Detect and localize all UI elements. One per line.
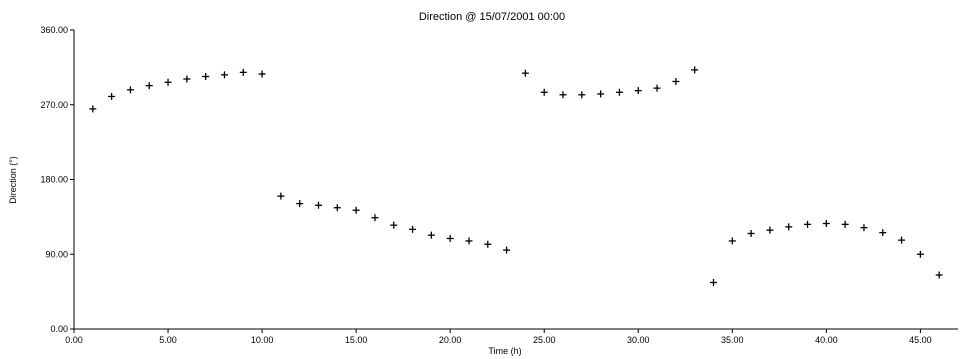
x-tick-label: 20.00 — [439, 335, 462, 345]
data-point — [860, 224, 867, 231]
x-axis-label: Time (h) — [488, 346, 521, 356]
data-point — [259, 71, 266, 78]
x-tick-label: 5.00 — [159, 335, 177, 345]
y-tick-label: 180.00 — [40, 175, 68, 185]
data-points — [89, 66, 942, 286]
y-ticks: 0.00 90.00 180.00 270.00 360.00 — [40, 25, 74, 334]
data-point — [842, 221, 849, 228]
y-tick-label: 360.00 — [40, 25, 68, 35]
data-point — [804, 221, 811, 228]
data-point — [315, 202, 322, 209]
x-tick-label: 0.00 — [65, 335, 83, 345]
data-point — [484, 241, 491, 248]
data-point — [371, 214, 378, 221]
data-point — [654, 85, 661, 92]
data-point — [879, 229, 886, 236]
data-point — [748, 230, 755, 237]
data-point — [522, 70, 529, 77]
data-point — [729, 237, 736, 244]
data-point — [277, 193, 284, 200]
data-point — [541, 89, 548, 96]
data-point — [146, 82, 153, 89]
data-point — [766, 227, 773, 234]
data-point — [447, 235, 454, 242]
data-point — [710, 279, 717, 286]
data-point — [165, 79, 172, 86]
data-point — [390, 222, 397, 229]
data-point — [240, 69, 247, 76]
x-tick-label: 30.00 — [627, 335, 650, 345]
data-point — [917, 251, 924, 258]
x-tick-label: 35.00 — [721, 335, 744, 345]
data-point — [221, 71, 228, 78]
x-tick-label: 25.00 — [533, 335, 556, 345]
data-point — [635, 87, 642, 94]
data-point — [936, 272, 943, 279]
data-point — [823, 220, 830, 227]
x-tick-label: 45.00 — [909, 335, 932, 345]
chart-title: Direction @ 15/07/2001 00:00 — [419, 11, 565, 23]
data-point — [108, 93, 115, 100]
x-tick-label: 10.00 — [251, 335, 274, 345]
data-point — [898, 237, 905, 244]
data-point — [353, 207, 360, 214]
x-tick-label: 40.00 — [815, 335, 838, 345]
y-axis-label: Direction (°) — [8, 156, 18, 204]
data-point — [597, 90, 604, 97]
data-point — [672, 78, 679, 85]
y-tick-label: 270.00 — [40, 100, 68, 110]
y-tick-label: 0.00 — [50, 324, 68, 334]
data-point — [578, 91, 585, 98]
data-point — [465, 237, 472, 244]
data-point — [428, 232, 435, 239]
x-tick-label: 15.00 — [345, 335, 368, 345]
data-point — [89, 105, 96, 112]
data-point — [503, 247, 510, 254]
y-tick-label: 90.00 — [45, 249, 68, 259]
data-point — [616, 89, 623, 96]
data-point — [334, 204, 341, 211]
data-point — [409, 226, 416, 233]
data-point — [202, 73, 209, 80]
data-point — [785, 223, 792, 230]
data-point — [691, 66, 698, 73]
data-point — [127, 86, 134, 93]
data-point — [183, 76, 190, 83]
x-ticks: 0.00 5.00 10.00 15.00 20.00 25.00 30.00 35.00 40… — [65, 329, 931, 345]
data-point — [296, 200, 303, 207]
data-point — [560, 91, 567, 98]
